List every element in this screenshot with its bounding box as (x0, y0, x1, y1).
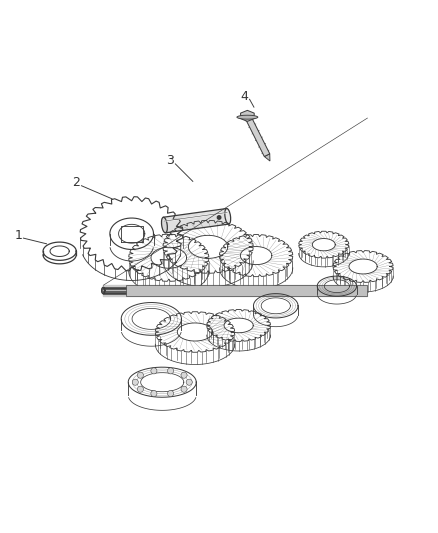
Circle shape (181, 386, 187, 392)
Circle shape (186, 379, 192, 385)
Polygon shape (240, 110, 254, 122)
Ellipse shape (225, 208, 231, 224)
Circle shape (132, 379, 138, 385)
Circle shape (181, 372, 187, 378)
Circle shape (151, 391, 157, 397)
Polygon shape (245, 115, 270, 157)
Ellipse shape (237, 115, 258, 119)
Text: 4: 4 (240, 90, 248, 103)
Circle shape (138, 372, 144, 378)
Circle shape (167, 391, 173, 397)
Text: 2: 2 (72, 176, 80, 189)
Bar (126, 285, 367, 296)
Polygon shape (163, 208, 229, 233)
Text: 3: 3 (166, 154, 174, 167)
Circle shape (151, 368, 157, 374)
Circle shape (167, 368, 173, 374)
Circle shape (217, 216, 221, 219)
Ellipse shape (162, 217, 167, 233)
Text: 1: 1 (15, 229, 23, 241)
Circle shape (138, 386, 144, 392)
Polygon shape (264, 154, 270, 161)
